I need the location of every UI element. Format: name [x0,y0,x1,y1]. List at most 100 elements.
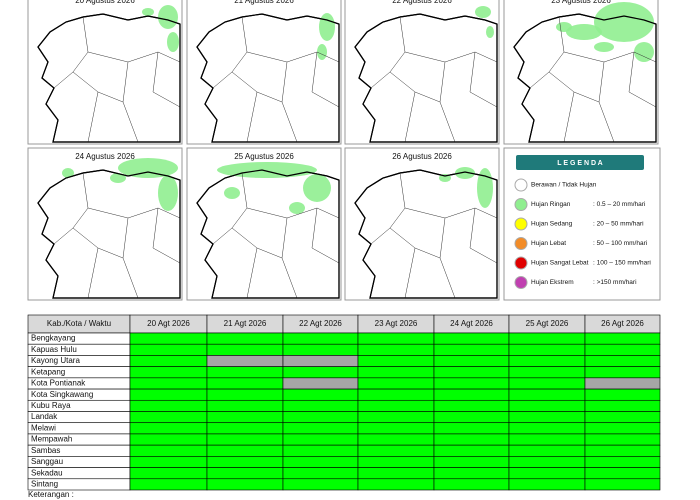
status-cell [508,411,586,424]
status-cell [282,411,359,424]
status-cell [206,467,284,480]
status-cell [508,433,586,446]
row-label: Melawi [31,423,56,432]
status-cell [129,467,208,480]
district-border [404,247,416,299]
header-text: 21 Agt 2026 [224,319,267,328]
status-cell [357,444,435,457]
legend-label: Hujan Sangat Lebat [531,260,589,267]
district-border [563,51,657,63]
status-cell [433,377,510,390]
district-border [563,91,575,143]
status-cell [129,444,208,457]
region-outline [37,13,181,143]
map-panel: 20 Agustus 2026 [27,0,183,145]
map-title: 26 Agustus 2026 [392,152,452,161]
rain-area [486,26,494,38]
rain-area [594,42,614,52]
status-cell [206,377,284,390]
header-text: Kab./Kota / Waktu [47,319,111,328]
status-cell [508,478,586,491]
status-cell [206,444,284,457]
map-body [196,13,340,143]
map-title: 23 Agustus 2026 [551,0,611,5]
district-border [311,51,340,108]
district-border [152,51,181,108]
region-outline [37,13,181,143]
district-border [628,51,657,108]
row-label: Kota Pontianak [31,379,86,388]
legend-label: Hujan Ekstrem [531,279,574,286]
status-cell [206,366,284,379]
legend-swatch [514,198,528,211]
legend-header [516,155,644,170]
status-cell [357,422,435,435]
map-body [37,5,181,143]
status-cell [282,422,359,435]
status-cell [584,411,661,424]
region-outline [354,13,498,143]
header-text: 24 Agt 2026 [450,319,493,328]
status-cell [357,399,435,412]
map-title: 25 Agustus 2026 [234,152,294,161]
status-cell [508,444,586,457]
status-cell [584,467,661,480]
status-cell [584,456,661,468]
region-outline [513,13,657,143]
status-cell [282,332,359,345]
region-outline [354,169,498,299]
status-cell [129,399,208,412]
status-cell [584,332,661,345]
legend-box [503,147,661,301]
status-cell [282,456,359,468]
status-cell [584,377,661,390]
status-cell [508,422,586,435]
rain-area [477,168,493,208]
status-cell [508,332,586,345]
map-body [196,162,340,299]
district-border [246,247,258,299]
status-cell [357,478,435,491]
status-cell [584,444,661,457]
status-cell [584,478,661,491]
district-border [469,51,498,108]
rain-area [317,44,327,60]
status-cell [357,388,435,401]
note: Keterangan : [28,490,74,499]
district-border [404,91,416,143]
map-title: 20 Agustus 2026 [75,0,135,5]
district-border [246,91,258,143]
status-cell [206,343,284,356]
rain-area [118,158,178,178]
map-panel: 24 Agustus 2026 [27,147,183,301]
legend-title: L E G E N D A [557,160,603,167]
district-border [311,207,340,264]
status-cell [433,478,510,491]
region-outline [37,169,181,299]
legend-swatch [514,276,528,289]
district-border [246,207,340,219]
row-label: Kubu Raya [31,401,71,410]
legend-swatch [514,237,528,250]
legend-range: : 100 – 150 mm/hari [593,260,651,267]
status-cell [357,377,435,390]
status-cell [282,478,359,491]
region-outline [354,169,498,299]
header-text: 26 Agt 2026 [601,319,644,328]
status-cell [584,422,661,435]
status-cell [584,355,661,367]
status-cell [357,411,435,424]
header-text: 23 Agt 2026 [375,319,418,328]
status-cell [433,411,510,424]
status-cell [433,388,510,401]
district-border [529,16,565,89]
status-cell [357,355,435,367]
legend-swatch [514,256,528,270]
legend-range: : >150 mm/hari [593,279,637,286]
district-border [404,207,498,219]
district-border [469,207,498,264]
status-cell [282,399,359,412]
row-label: Bengkayang [31,334,75,343]
header-text: 22 Agt 2026 [299,319,342,328]
status-cell [433,467,510,480]
